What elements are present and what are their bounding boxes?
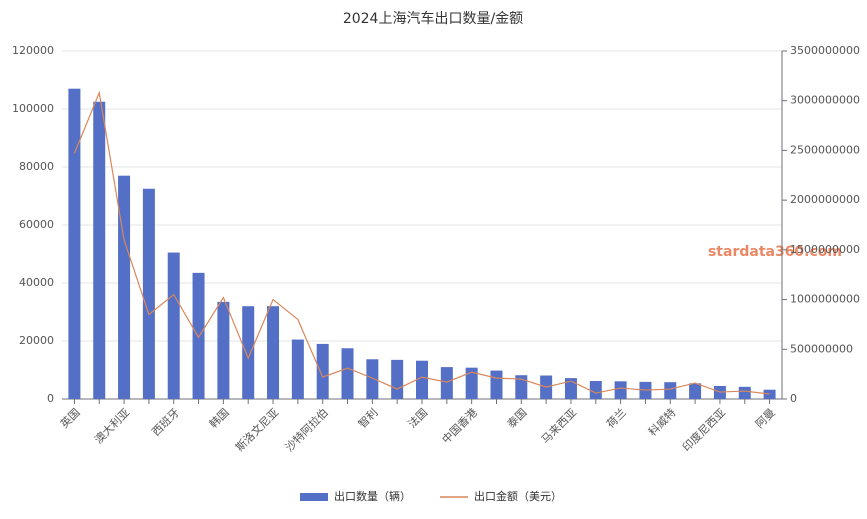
bar <box>341 348 354 399</box>
y-tick-label: 40000 <box>19 276 54 289</box>
bar <box>68 88 81 399</box>
x-tick-label: 法国 <box>405 405 430 430</box>
bar <box>267 306 280 399</box>
y2-tick-label: 0 <box>790 392 797 405</box>
legend-swatch <box>300 493 328 501</box>
bar <box>167 252 180 399</box>
bar <box>564 378 577 399</box>
bar <box>242 306 255 399</box>
y-tick-label: 120000 <box>12 44 54 57</box>
x-tick-label: 泰国 <box>504 405 529 430</box>
x-tick-label: 澳大利亚 <box>91 405 132 446</box>
bar <box>589 381 602 399</box>
x-tick-label: 马来西亚 <box>539 406 579 446</box>
legend-label: 出口金额（美元） <box>474 489 562 503</box>
y2-tick-label: 3000000000 <box>790 94 860 107</box>
x-tick-label: 中国香港 <box>440 406 480 446</box>
y2-tick-label: 3500000000 <box>790 44 860 57</box>
bar <box>490 370 503 399</box>
bar <box>664 382 677 399</box>
x-tick-label: 韩国 <box>206 405 231 430</box>
bar <box>366 359 379 399</box>
bar <box>118 175 131 399</box>
y2-tick-label: 1000000000 <box>790 293 860 306</box>
y-tick-label: 20000 <box>19 334 54 347</box>
bar <box>316 343 329 399</box>
x-tick-label: 沙特阿拉伯 <box>282 405 331 454</box>
bar <box>142 188 155 399</box>
x-tick-label: 英国 <box>57 405 82 430</box>
bar <box>391 359 404 399</box>
y2-tick-label: 500000000 <box>790 342 853 355</box>
x-tick-label: 西班牙 <box>149 406 182 439</box>
line <box>73 90 770 395</box>
bar <box>515 375 528 399</box>
bar <box>465 367 478 399</box>
x-tick-label: 斯洛文尼亚 <box>232 405 281 454</box>
bar <box>738 386 751 399</box>
legend-label: 出口数量（辆） <box>334 489 411 503</box>
bar <box>93 101 106 399</box>
bar <box>763 389 776 399</box>
x-tick-label: 阿曼 <box>753 406 778 431</box>
bar <box>416 360 428 399</box>
x-tick-label: 科威特 <box>645 405 678 438</box>
x-tick-label: 荷兰 <box>604 406 629 431</box>
bar <box>217 301 230 399</box>
bar <box>192 272 205 399</box>
chart-title: 2024上海汽车出口数量/金额 <box>343 10 523 27</box>
y2-tick-label: 1500000000 <box>790 243 860 256</box>
x-tick-label: 印度尼西亚 <box>679 405 728 454</box>
y2-tick-label: 2500000000 <box>790 143 860 156</box>
y-tick-label: 60000 <box>19 218 54 231</box>
y-tick-label: 0 <box>47 392 54 405</box>
bar <box>291 339 304 399</box>
bar <box>614 381 627 399</box>
y-tick-label: 80000 <box>19 160 54 173</box>
y2-tick-label: 2000000000 <box>790 193 860 206</box>
x-tick-label: 智利 <box>355 405 380 430</box>
bar <box>440 367 453 399</box>
bar <box>689 383 702 399</box>
watermark: stardata360.com <box>708 244 842 260</box>
y-tick-label: 100000 <box>12 102 54 115</box>
